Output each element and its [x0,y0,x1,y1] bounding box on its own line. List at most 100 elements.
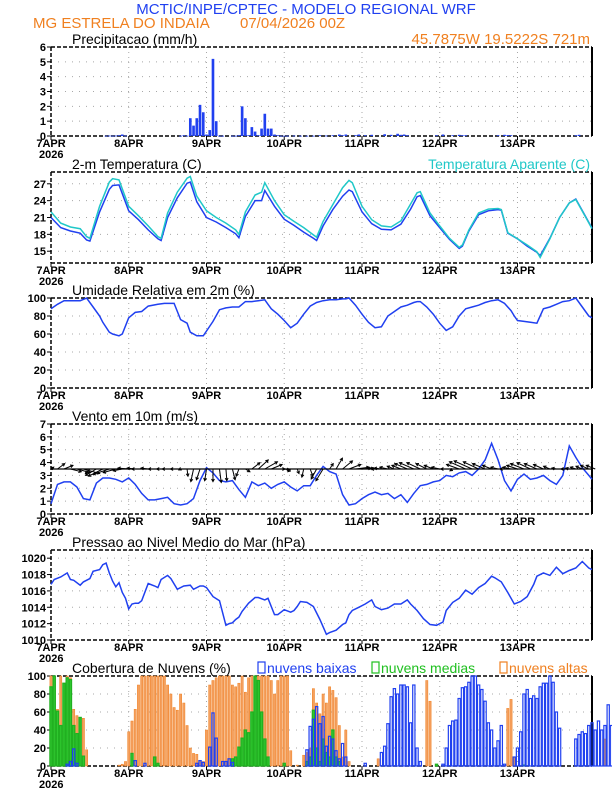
cloud-bar-nuvens-altas [425,680,429,767]
cloud-bar-nuvens-baixas [519,731,523,767]
x-tick-label: 7APR [36,768,65,780]
cloud-bar-nuvens-altas [143,675,147,767]
cloud-bar-nuvens-baixas [473,675,478,767]
cloud-bar-nuvens-baixas [195,762,199,767]
wind-vector-head [448,461,453,465]
cloud-bar-nuvens-altas [269,680,273,767]
cloud-bar-nuvens-medias [237,746,241,767]
precip-bar [402,134,406,136]
precip-bar [247,135,250,137]
precip-bar [185,135,189,137]
cloud-bar-nuvens-baixas [577,733,581,767]
cloud-bar-nuvens-medias [81,755,86,767]
cloud-bar-nuvens-altas [188,747,192,767]
cloud-bar-nuvens-medias [240,737,244,767]
y-tick-label: 60 [34,707,46,719]
wind-vector [195,468,201,480]
legend-label-altas: nuvens altas [509,660,588,676]
cloud-bar-nuvens-baixas [544,682,549,767]
cloud-bar-nuvens-altas [347,761,351,767]
precip-bar [406,135,409,137]
cloud-bar-nuvens-baixas [596,720,601,767]
x-tick-label: 11APR [345,516,380,528]
cloud-bar-nuvens-altas [205,729,208,767]
cloud-bar-nuvens-baixas [599,729,604,767]
cloud-bar-nuvens-altas [231,684,234,767]
x-tick-label: 12APR [422,265,458,277]
cloud-bar-nuvens-medias [58,724,63,767]
cloud-bar-nuvens-baixas [493,747,497,767]
wind-vector [329,463,334,470]
precip-bar [107,135,111,137]
header-location: MG ESTRELA DO INDAIA [33,15,210,32]
cloud-bar-nuvens-baixas [557,727,562,767]
x-tick-label: 9APR [192,138,221,150]
y-tick-label: 20 [34,743,46,755]
cloud-bar-nuvens-medias [49,686,53,767]
y-tick-label: 100 [28,293,46,305]
y-tick-label: 6 [40,432,46,444]
y-tick-label: 4 [40,458,47,470]
wind-vector-head [445,463,450,468]
cloud-bar-nuvens-baixas [418,760,423,767]
wind-vector-head [219,479,223,484]
cloud-bar-nuvens-altas [192,753,195,767]
wind-vector-head [453,460,458,464]
wind-vector-head [232,476,237,481]
wind-vector-head [509,462,514,467]
cloud-bar-nuvens-baixas [324,745,329,767]
x-tick-label: 12APR [422,516,458,528]
y-tick-label: 6 [40,42,46,54]
precip-bar [120,134,124,136]
wind-vector [88,468,104,477]
x-tick-label: 8APR [114,516,143,528]
wind-vector [204,468,207,481]
cloud-bar-nuvens-baixas [441,763,445,767]
precip-bar [312,135,315,137]
wind-vector-head [87,473,92,477]
wind-vector [310,468,318,480]
y-tick-label: 60 [34,329,46,341]
wind-vector-head [203,477,207,482]
x-tick-label: 8APR [114,768,143,780]
wind-vector [85,468,97,476]
legend-label-medias: nuvens medias [381,660,475,676]
x-tick-label: 13APR [500,516,536,528]
y-tick-label: 7 [40,419,46,431]
wind-vector [251,462,261,470]
cloud-bar-nuvens-baixas [201,761,205,767]
cloud-bar-nuvens-medias [243,729,248,767]
x-tick-label: 9APR [192,265,221,277]
x-tick-label: 13APR [500,768,536,780]
y-tick-label: 21 [34,213,46,225]
precip-bar [192,125,195,136]
precip-bar [273,134,276,136]
precip-bar [337,134,341,136]
y-tick-label: 1 [40,496,46,508]
wind-vector [406,462,421,470]
y-tick-label: 80 [34,311,46,323]
cloud-bar-nuvens-baixas [412,684,416,767]
cloud-bar-nuvens-altas [120,763,124,767]
wind-vector [463,461,479,470]
precip-bar [211,58,215,136]
cloud-bar-nuvens-baixas [548,675,552,767]
precip-bar [509,135,513,137]
x-tick-label: 13APR [500,265,536,277]
wind-vector [342,460,353,470]
precip-bar [266,128,270,136]
wind-vector-head [300,474,305,479]
precip-bar [179,135,182,137]
wind-vector-head [462,461,467,465]
cloud-bar-nuvens-altas [185,725,189,767]
wind-vector [85,468,91,474]
x-tick-label: 8APR [114,138,143,150]
cloud-bar-nuvens-medias [75,732,79,767]
wind-vector-head [102,470,107,474]
cloud-bar-nuvens-altas [221,675,225,767]
cloud-bar-nuvens-baixas [535,697,539,767]
precip-bar [231,135,234,137]
wind-vector-head [505,464,510,468]
series-line-2-m-temperatura-c- [50,181,593,257]
legend-swatch-baixas [257,661,266,674]
